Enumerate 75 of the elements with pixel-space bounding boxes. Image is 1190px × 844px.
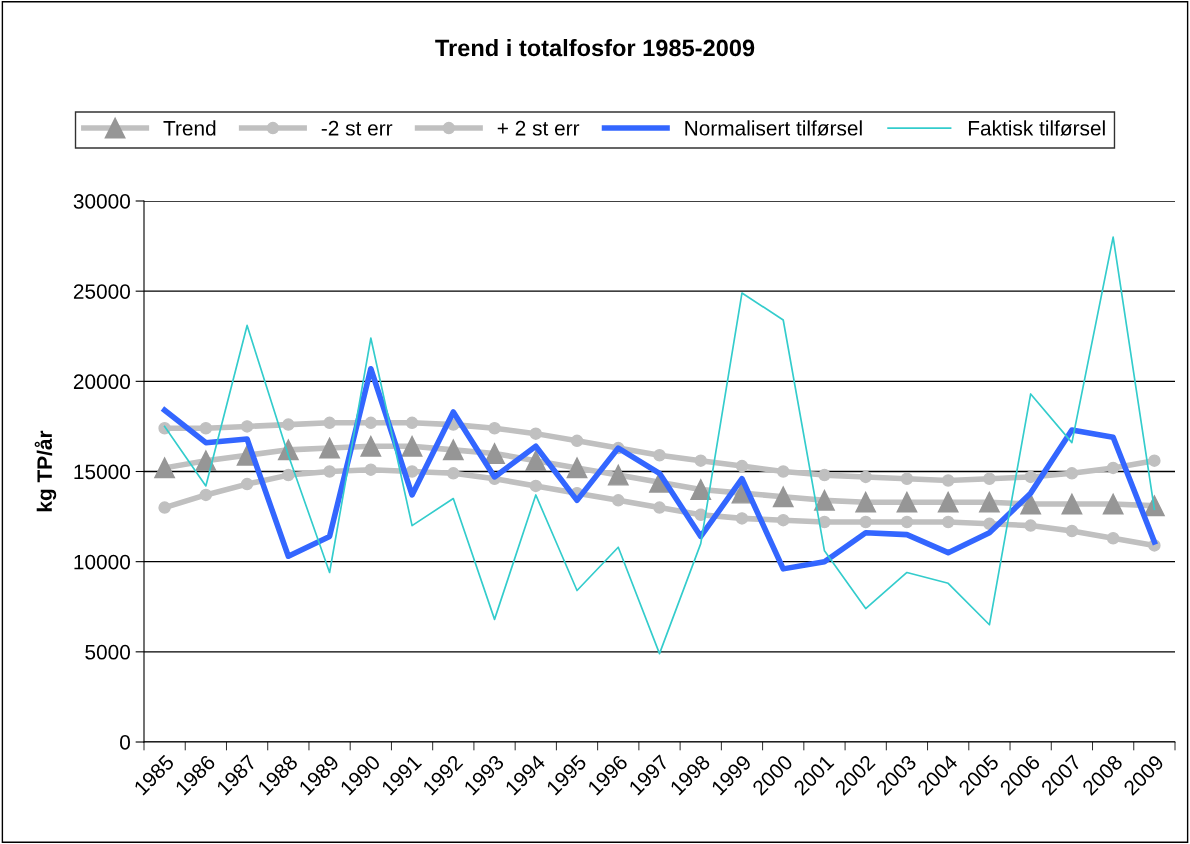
point: [401, 435, 423, 457]
point: [900, 515, 914, 529]
point: [282, 418, 295, 431]
point: [1065, 467, 1079, 480]
point: [442, 439, 464, 461]
point: [364, 463, 378, 476]
legend-label: Faktisk tilførsel: [968, 120, 1105, 136]
point: [1102, 493, 1124, 515]
point: [690, 479, 712, 500]
point: [199, 421, 213, 435]
point: [1061, 493, 1083, 515]
point: [1106, 531, 1120, 545]
point: [653, 501, 666, 514]
point: [360, 435, 382, 457]
point: [937, 491, 959, 513]
point: [323, 465, 336, 478]
point: [319, 437, 340, 459]
point: [859, 515, 872, 529]
point: [154, 457, 176, 479]
point: [612, 494, 625, 507]
point: [240, 420, 254, 433]
point: [941, 515, 955, 529]
point: [525, 450, 547, 472]
point: [818, 468, 831, 482]
point: [566, 457, 588, 479]
point: [364, 416, 378, 430]
point: [855, 491, 877, 513]
legend-label: + 2 st err: [497, 120, 580, 136]
point: [282, 468, 295, 482]
point: [1148, 454, 1161, 467]
point: [1106, 461, 1120, 475]
point: [484, 443, 505, 464]
legend-label: -2 st err: [321, 120, 393, 136]
point: [529, 479, 543, 493]
y-tick-label: 5000: [85, 644, 130, 660]
point: [900, 472, 914, 485]
point: [941, 474, 955, 487]
point: [983, 472, 996, 485]
point: [488, 421, 501, 435]
point: [776, 465, 790, 478]
point: [694, 454, 707, 467]
point: [570, 434, 584, 448]
point: [772, 486, 794, 508]
point: [195, 450, 217, 472]
y-tick-label: 0: [120, 735, 130, 750]
point: [323, 416, 336, 430]
y-tick-label: 20000: [73, 374, 130, 390]
point: [1020, 493, 1042, 515]
point: [814, 489, 835, 511]
point: [776, 513, 790, 527]
y-tick-label: 10000: [74, 554, 130, 570]
point: [979, 491, 1000, 513]
y-axis-title: kg TP/år: [34, 430, 57, 512]
point: [859, 470, 872, 484]
point: [1024, 470, 1037, 484]
y-tick-label: 25000: [73, 284, 130, 299]
y-tick-label: 15000: [74, 464, 130, 480]
point: [735, 459, 749, 473]
point: [158, 501, 171, 514]
point: [1065, 524, 1079, 538]
legend-label: Trend: [163, 120, 216, 136]
point: [653, 449, 666, 462]
point: [529, 427, 543, 440]
point: [1024, 519, 1037, 532]
point: [405, 416, 419, 430]
point: [199, 488, 213, 502]
legend-label: Normalisert tilførsel: [685, 120, 862, 136]
point: [447, 467, 460, 480]
point: [607, 464, 629, 486]
point: [405, 465, 419, 478]
point: [896, 491, 918, 513]
point: [735, 512, 749, 525]
point: [240, 477, 254, 491]
y-tick-label: 30000: [73, 194, 130, 209]
chart-title: Trend i totalfosfor 1985-2009: [435, 39, 755, 57]
